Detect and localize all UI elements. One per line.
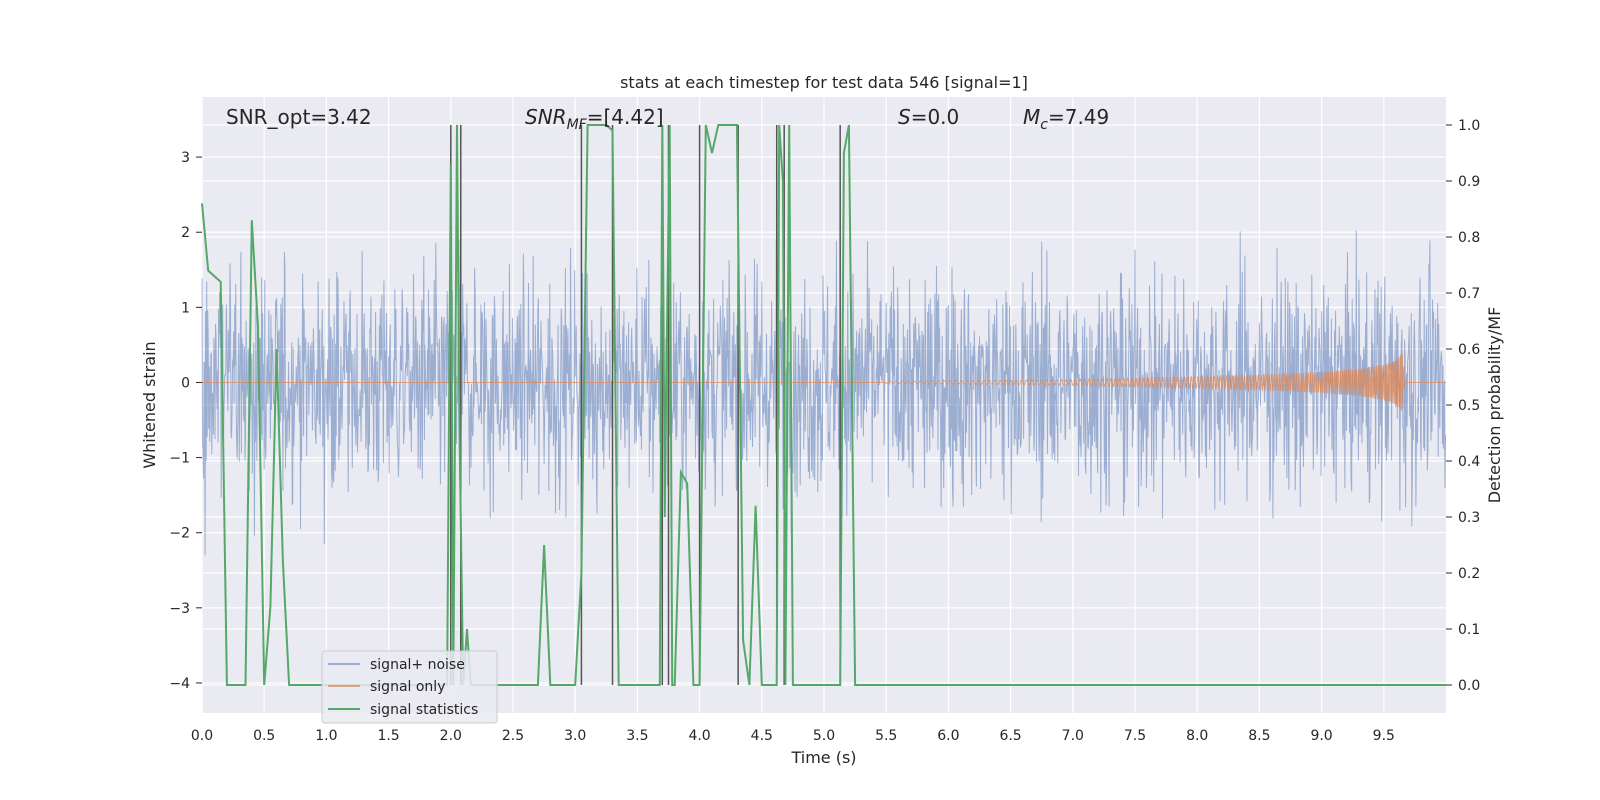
y-right-tick-label: 0.6 — [1458, 342, 1480, 358]
legend-label-noise: signal+ noise — [370, 657, 465, 673]
x-tick-label: 8.0 — [1186, 728, 1208, 744]
x-tick-label: 0.5 — [253, 728, 275, 744]
y-right-tick-label: 0.3 — [1458, 510, 1480, 526]
x-tick-label: 6.0 — [937, 728, 959, 744]
legend-label-signal: signal only — [370, 679, 445, 695]
y-right-axis-ticks: 0.0 0.1 0.2 0.3 0.4 0.5 0.6 0.7 0.8 0.9 1.0 — [1446, 118, 1480, 694]
x-tick-label: 5.5 — [875, 728, 897, 744]
y-right-tick-label: 1.0 — [1458, 118, 1480, 134]
snr-mf-value: =[4.42] — [587, 105, 664, 129]
signal-trace — [202, 352, 1446, 411]
mc-subscript: c — [1040, 117, 1048, 133]
x-axis-ticks: 0.0 0.5 1.0 1.5 2.0 2.5 3.0 3.5 4.0 4.5 5.0 5.5 6.0 6… — [191, 728, 1395, 744]
snr-opt-annotation: SNR_opt=3.42 — [226, 105, 372, 129]
x-tick-label: 4.0 — [688, 728, 710, 744]
y-left-tick-label: 3 — [181, 150, 190, 166]
x-tick-label: 3.0 — [564, 728, 586, 744]
x-tick-label: 9.5 — [1373, 728, 1395, 744]
x-tick-label: 5.0 — [813, 728, 835, 744]
s-value: =0.0 — [911, 105, 960, 129]
y-left-tick-label: 1 — [181, 300, 190, 316]
y-left-axis-label: Whitened strain — [140, 341, 159, 468]
y-left-tick-label: −1 — [169, 451, 190, 467]
y-right-tick-label: 0.9 — [1458, 174, 1480, 190]
noise-trace — [201, 227, 1446, 556]
y-left-tick-label: 2 — [181, 225, 190, 241]
statistics-trace — [201, 124, 1446, 686]
x-tick-label: 1.0 — [315, 728, 337, 744]
snr-mf-symbol: SNR — [525, 105, 567, 129]
legend-box — [321, 650, 498, 724]
y-right-tick-label: 0.4 — [1458, 454, 1480, 470]
x-tick-label: 8.5 — [1248, 728, 1270, 744]
x-tick-label: 7.5 — [1124, 728, 1146, 744]
snr-mf-annotation: SNRMF=[4.42] — [525, 105, 664, 133]
x-tick-label: 9.0 — [1310, 728, 1332, 744]
y-right-tick-label: 0.1 — [1458, 622, 1480, 638]
snr-mf-subscript: MF — [567, 117, 588, 133]
y-right-tick-label: 0.0 — [1458, 678, 1480, 694]
y-right-tick-label: 0.7 — [1458, 286, 1480, 302]
signal-only-series — [202, 352, 1446, 411]
mc-value: =7.49 — [1048, 105, 1109, 129]
x-tick-label: 7.0 — [1062, 728, 1084, 744]
x-tick-label: 2.0 — [440, 728, 462, 744]
x-axis-label: Time (s) — [790, 748, 856, 767]
y-left-axis-ticks: 3 2 1 0 −1 −2 −3 −4 — [169, 150, 202, 692]
chart-title: stats at each timestep for test data 546… — [620, 73, 1028, 92]
x-tick-label: 6.5 — [999, 728, 1021, 744]
x-tick-label: 4.5 — [751, 728, 773, 744]
s-symbol: S — [898, 105, 911, 129]
legend-label-stats: signal statistics — [370, 702, 478, 718]
s-annotation: S=0.0 — [898, 105, 959, 129]
x-tick-label: 3.5 — [626, 728, 648, 744]
y-right-tick-label: 0.8 — [1458, 230, 1480, 246]
mc-annotation: Mc=7.49 — [1023, 105, 1109, 133]
y-right-tick-label: 0.5 — [1458, 398, 1480, 414]
y-left-tick-label: −4 — [169, 676, 190, 692]
legend: signal+ noise signal only signal statist… — [321, 650, 498, 724]
x-tick-label: 0.0 — [191, 728, 213, 744]
x-tick-label: 1.5 — [377, 728, 399, 744]
y-left-tick-label: −2 — [169, 526, 190, 542]
x-tick-label: 2.5 — [502, 728, 524, 744]
y-right-tick-label: 0.2 — [1458, 566, 1480, 582]
y-left-tick-label: −3 — [169, 601, 190, 617]
mc-symbol: M — [1023, 105, 1040, 129]
signal-noise-series — [201, 227, 1446, 556]
signal-statistics-series — [201, 124, 1446, 686]
y-left-tick-label: 0 — [181, 375, 190, 391]
y-right-axis-label: Detection probability/MF — [1485, 307, 1504, 504]
